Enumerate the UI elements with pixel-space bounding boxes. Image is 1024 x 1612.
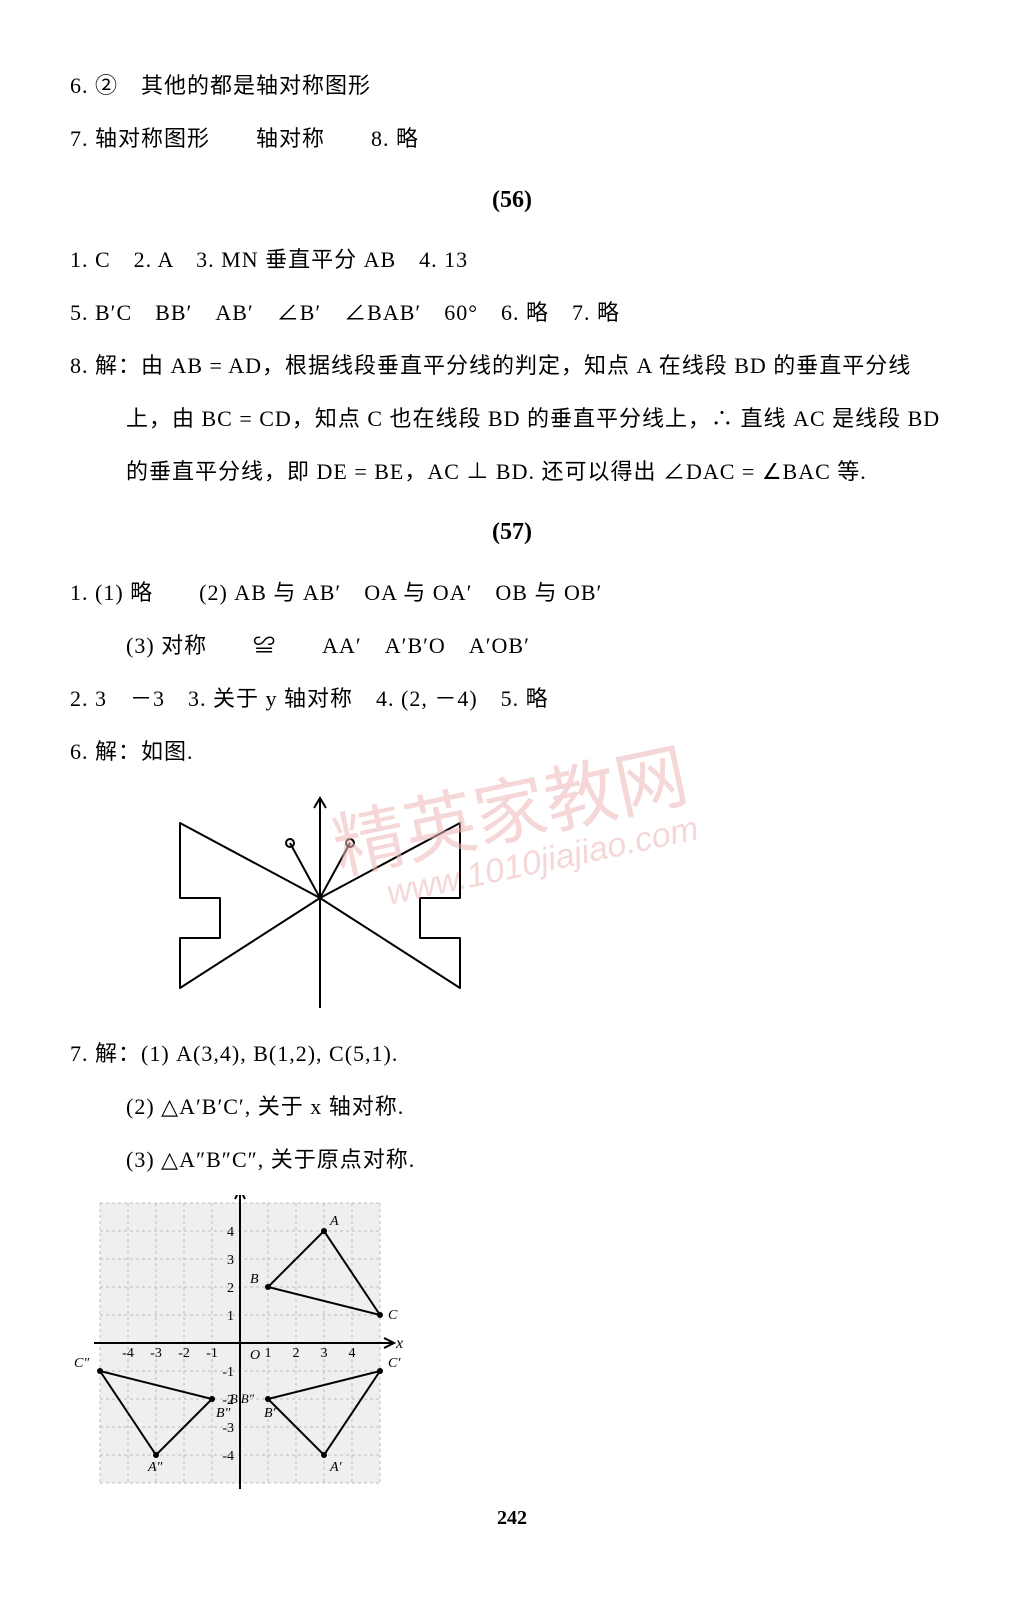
svg-text:x: x: [395, 1335, 403, 1352]
svg-text:A′: A′: [329, 1460, 343, 1475]
svg-text:O: O: [250, 1348, 260, 1363]
svg-text:B: B: [250, 1272, 259, 1287]
svg-text:B′: B′: [264, 1406, 277, 1421]
answer-line: (2) △A′B′C′, 关于 x 轴对称.: [70, 1081, 954, 1134]
svg-text:3: 3: [321, 1346, 328, 1361]
svg-text:1: 1: [227, 1309, 234, 1324]
svg-text:C″: C″: [74, 1356, 89, 1371]
page-number: 242: [70, 1507, 954, 1530]
svg-text:1: 1: [265, 1346, 272, 1361]
svg-text:4: 4: [227, 1225, 234, 1240]
svg-text:-3: -3: [150, 1346, 162, 1361]
svg-text:C: C: [388, 1308, 398, 1323]
svg-text:B″: B″: [216, 1406, 231, 1421]
svg-text:3: 3: [227, 1253, 234, 1268]
answer-line: 8. 解：由 AB = AD，根据线段垂直平分线的判定，知点 A 在线段 BD …: [70, 340, 954, 393]
section-header-57: (57): [70, 506, 954, 559]
answer-line: 7. 轴对称图形 轴对称 8. 略: [70, 113, 954, 166]
answer-line: (3) 对称 ≌ AA′ A′B′O A′OB′: [70, 620, 954, 673]
section-header-56: (56): [70, 174, 954, 227]
answer-line: 的垂直平分线，即 DE = BE，AC ⊥ BD. 还可以得出 ∠DAC = ∠…: [70, 446, 954, 499]
answer-line: 6. ② 其他的都是轴对称图形: [70, 60, 954, 113]
answer-line: 5. B′C BB′ AB′ ∠B′ ∠BAB′ 60° 6. 略 7. 略: [70, 287, 954, 340]
answer-line: 上，由 BC = CD，知点 C 也在线段 BD 的垂直平分线上，∴ 直线 AC…: [70, 393, 954, 446]
answer-line: 1. C 2. A 3. MN 垂直平分 AB 4. 13: [70, 234, 954, 287]
svg-text:2: 2: [227, 1281, 234, 1296]
answer-line: 7. 解：(1) A(3,4), B(1,2), C(5,1).: [70, 1028, 954, 1081]
answer-line: (3) △A″B″C″, 关于原点对称.: [70, 1134, 954, 1187]
svg-text:4: 4: [349, 1346, 356, 1361]
svg-text:-3: -3: [222, 1421, 234, 1436]
svg-text:C′: C′: [388, 1356, 401, 1371]
svg-text:-1: -1: [222, 1365, 234, 1380]
answer-line: 2. 3 －3 3. 关于 y 轴对称 4. (2, －4) 5. 略: [70, 673, 954, 726]
svg-text:2: 2: [293, 1346, 300, 1361]
svg-text:-4: -4: [222, 1449, 234, 1464]
svg-text:A: A: [329, 1214, 339, 1229]
answer-line: 1. (1) 略 (2) AB 与 AB′ OA 与 OA′ OB 与 OB′: [70, 567, 954, 620]
svg-text:-4: -4: [122, 1346, 134, 1361]
svg-text:-2: -2: [178, 1346, 190, 1361]
coordinate-graph: -4-3-2-11234-4-3-2-11234OxyABCA′B′C′A″B″…: [70, 1195, 954, 1495]
coord-svg: -4-3-2-11234-4-3-2-11234OxyABCA′B′C′A″B″…: [70, 1195, 410, 1495]
svg-text:-1: -1: [206, 1346, 218, 1361]
svg-text:A″: A″: [147, 1460, 163, 1475]
svg-text:B′B″: B′B″: [230, 1391, 255, 1406]
butterfly-diagram: [150, 788, 954, 1018]
answer-line: 6. 解：如图.: [70, 726, 954, 779]
butterfly-svg: [150, 788, 490, 1018]
